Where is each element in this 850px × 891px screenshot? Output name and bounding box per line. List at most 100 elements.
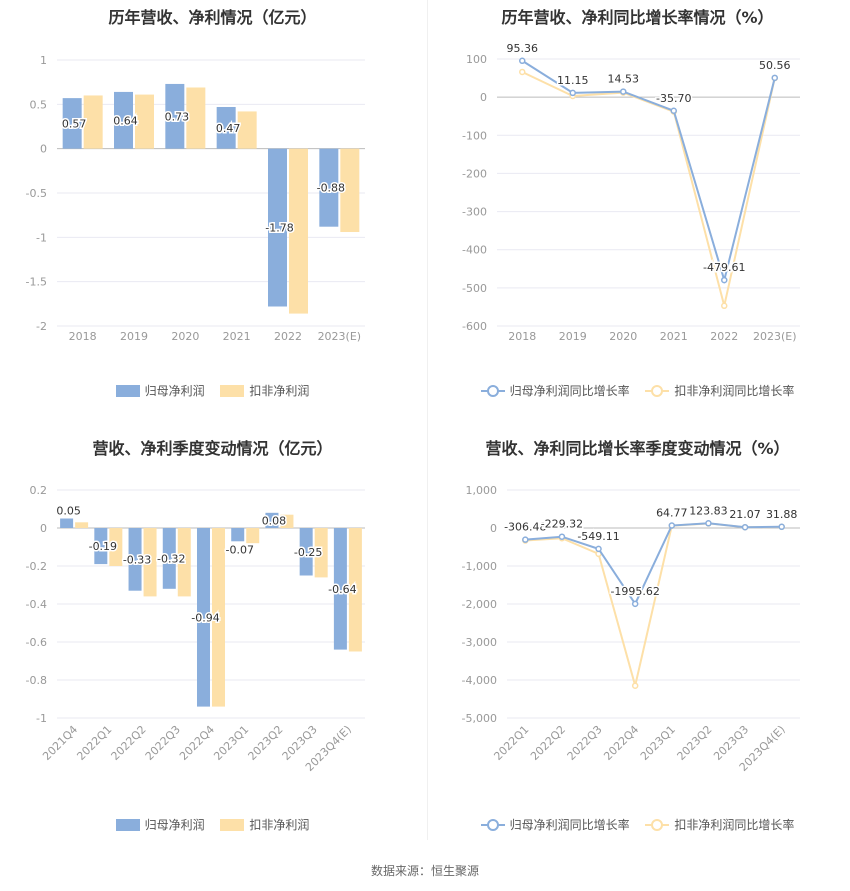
x-tick-label: 2019 <box>120 330 148 343</box>
bar-series2 <box>109 528 123 566</box>
legend: 归母净利润 扣非净利润 <box>0 816 425 834</box>
x-tick-label: 2021Q4 <box>40 723 80 763</box>
data-label: 21.07 <box>729 508 761 521</box>
y-tick-label: -4,000 <box>462 674 497 687</box>
x-tick-label: 2022Q2 <box>528 723 568 763</box>
y-tick-label: 0 <box>40 522 47 535</box>
y-tick-label: -200 <box>462 167 487 180</box>
point-series1 <box>631 600 639 608</box>
legend-item-series2[interactable]: 扣非净利润 <box>220 816 309 833</box>
legend-item-series1[interactable]: 归母净利润 <box>115 382 205 399</box>
x-tick-label: 2022Q1 <box>74 723 114 763</box>
point-series1 <box>705 520 712 527</box>
y-tick-label: -600 <box>462 320 487 333</box>
bar-series1 <box>231 528 245 542</box>
y-tick-label: -1 <box>36 231 47 244</box>
data-label: -0.32 <box>157 552 185 565</box>
y-tick-label: -1 <box>36 712 47 725</box>
y-tick-label: -0.4 <box>26 598 47 611</box>
bar-series2 <box>75 522 89 528</box>
annual-profit-chart: 1 0.5 0 -0.5 -1 -1.5 -2 2018 2019 2020 2021 2022 202… <box>26 54 365 343</box>
data-label: 50.56 <box>759 59 791 72</box>
point-series1 <box>741 523 749 531</box>
x-tick-label: 2018 <box>69 330 97 343</box>
data-label: 64.77 <box>656 507 688 520</box>
chart-title: 营收、净利同比增长率季度变动情况（%） <box>485 439 790 458</box>
x-tick-label: 2023Q2 <box>246 723 286 763</box>
y-tick-label: -2 <box>36 320 47 333</box>
x-tick-label: 2022Q3 <box>143 723 183 763</box>
y-tick-label: 0 <box>490 522 497 535</box>
point-series1 <box>620 88 627 95</box>
x-tick-label: 2022Q1 <box>491 723 531 763</box>
data-label: -0.19 <box>89 540 117 553</box>
data-source-note: 数据来源：恒生聚源 <box>370 864 479 878</box>
legend-item-series1[interactable]: 归母净利润同比增长率 <box>480 382 630 399</box>
bar-series1 <box>216 106 236 149</box>
data-label: 0.73 <box>165 110 190 123</box>
x-tick-label: 2022 <box>710 330 738 343</box>
x-tick-label: 2021 <box>223 330 251 343</box>
x-tick-label: 2023Q2 <box>674 723 714 763</box>
y-tick-label: -0.6 <box>26 636 47 649</box>
line-series2 <box>525 522 782 686</box>
y-tick-label: -100 <box>462 129 487 142</box>
x-tick-label: 2022Q4 <box>601 723 641 763</box>
y-tick-label: 1,000 <box>466 484 498 497</box>
x-tick-label: 2018 <box>508 330 536 343</box>
legend-item-series1[interactable]: 归母净利润同比增长率 <box>480 816 630 833</box>
legend-item-series2[interactable]: 扣非净利润同比增长率 <box>645 382 794 399</box>
point-series2 <box>519 68 526 76</box>
y-tick-label: -2,000 <box>462 598 497 611</box>
y-tick-label: -0.5 <box>26 187 47 200</box>
point-series2 <box>721 302 728 310</box>
data-label: -0.07 <box>225 543 253 556</box>
legend-swatch <box>115 384 140 397</box>
data-label: 0.64 <box>113 114 138 127</box>
y-tick-label: -500 <box>462 282 487 295</box>
bar-series2 <box>280 514 294 528</box>
data-label: 0.47 <box>216 122 241 135</box>
legend-item-series2[interactable]: 扣非净利润同比增长率 <box>645 816 794 833</box>
x-tick-label: 2020 <box>171 330 199 343</box>
x-tick-label: 2022 <box>274 330 302 343</box>
vertical-divider <box>427 0 428 840</box>
data-label: -0.94 <box>191 611 219 624</box>
y-tick-label: -3,000 <box>462 636 497 649</box>
y-tick-label: -0.8 <box>26 674 47 687</box>
bar-series2 <box>348 528 362 652</box>
y-tick-label: 0.5 <box>30 98 48 111</box>
bar-series2 <box>289 148 308 314</box>
data-label: -549.11 <box>577 530 619 543</box>
bar-series2 <box>186 87 206 149</box>
x-tick-label: 2023Q1 <box>638 723 678 763</box>
quarterly-growth-chart: 1,0000-1,000-2,000-3,000-4,000-5,0002022… <box>462 484 800 774</box>
bar-series2 <box>212 528 226 707</box>
point-series1 <box>778 523 785 531</box>
point-series1 <box>519 57 526 65</box>
data-label: 31.88 <box>766 508 798 521</box>
data-label: 123.83 <box>689 504 728 517</box>
x-tick-label: 2021 <box>660 330 688 343</box>
bar-series2 <box>135 94 154 149</box>
point-series1 <box>569 89 576 97</box>
point-series1 <box>668 522 676 529</box>
bar-series1 <box>94 528 108 565</box>
y-tick-label: 0.2 <box>30 484 48 497</box>
legend: 归母净利润同比增长率 扣非净利润同比增长率 <box>425 816 850 834</box>
legend-swatch <box>115 818 140 831</box>
y-tick-label: -400 <box>462 244 487 257</box>
data-label: -0.88 <box>317 182 345 195</box>
bar-series1 <box>62 98 82 149</box>
legend-item-series2[interactable]: 扣非净利润 <box>220 382 309 399</box>
y-tick-label: 0 <box>40 143 47 156</box>
data-label: -306.48 <box>504 521 546 534</box>
y-tick-label: -5,000 <box>462 712 497 725</box>
bar-series2 <box>177 528 191 597</box>
legend-item-series1[interactable]: 归母净利润 <box>115 816 205 833</box>
y-tick-label: -0.2 <box>26 560 47 573</box>
bar-series2 <box>143 528 157 597</box>
y-tick-label: 1 <box>40 54 47 67</box>
x-tick-label: 2023(E) <box>753 330 797 343</box>
point-series1 <box>595 545 602 553</box>
